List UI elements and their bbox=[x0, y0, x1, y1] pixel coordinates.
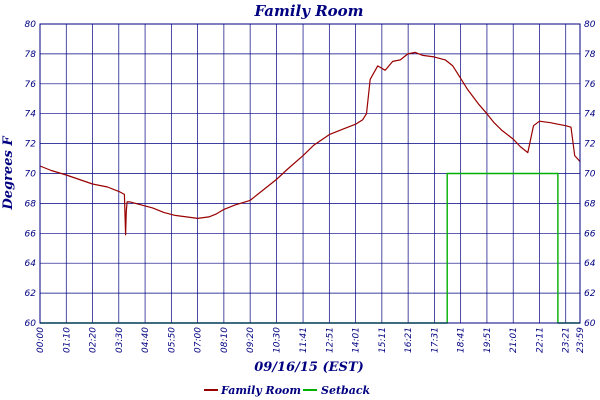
y-tick-label-right: 64 bbox=[584, 259, 596, 269]
legend-family-room-label: Family Room bbox=[220, 384, 301, 397]
y-tick-label-right: 68 bbox=[584, 199, 596, 209]
x-tick-label: 23:59 bbox=[576, 327, 586, 353]
y-tick-label-right: 78 bbox=[584, 50, 596, 60]
y-tick-label-right: 76 bbox=[584, 80, 596, 90]
series-group bbox=[39, 51, 581, 324]
legend: Family Room Setback bbox=[204, 384, 371, 397]
y-tick-label-right: 66 bbox=[584, 229, 596, 239]
x-tick-label: 19:51 bbox=[483, 327, 493, 353]
y-tick-label-right: 80 bbox=[584, 20, 596, 30]
x-tick-label: 22:11 bbox=[535, 327, 545, 353]
y-tick-label: 68 bbox=[25, 199, 37, 209]
setback-series-line bbox=[40, 172, 580, 324]
y-tick-label: 80 bbox=[25, 20, 37, 30]
y-tick-label: 64 bbox=[25, 259, 37, 269]
y-tick-label: 74 bbox=[25, 110, 37, 120]
x-axis-label: 09/16/15 (EST) bbox=[254, 360, 364, 375]
x-tick-label: 05:50 bbox=[167, 327, 177, 353]
y-axis-label: Degrees F bbox=[1, 136, 16, 211]
y-tick-label: 72 bbox=[25, 140, 37, 150]
family-room-series-line bbox=[39, 51, 581, 236]
x-tick-label: 03:30 bbox=[115, 327, 125, 353]
y-tick-label-right: 70 bbox=[584, 170, 596, 180]
y-tick-label-right: 60 bbox=[584, 319, 596, 329]
x-tick-label: 12:51 bbox=[325, 327, 335, 353]
x-tick-label: 00:00 bbox=[36, 327, 46, 353]
x-tick-label: 14:01 bbox=[352, 327, 362, 353]
x-tick-label: 10:30 bbox=[272, 327, 282, 353]
y-ticks-left: 60 62 64 66 68 70 72 74 76 78 80 bbox=[25, 20, 37, 329]
y-tick-label: 66 bbox=[25, 229, 37, 239]
x-tick-label: 04:40 bbox=[141, 327, 151, 353]
x-tick-label: 09:20 bbox=[246, 327, 256, 353]
y-tick-label: 60 bbox=[25, 319, 37, 329]
plot-frame bbox=[39, 23, 581, 324]
y-tick-label: 78 bbox=[25, 50, 37, 60]
y-tick-label-right: 72 bbox=[584, 140, 596, 150]
x-tick-label: 18:41 bbox=[457, 327, 467, 353]
x-tick-label: 16:21 bbox=[404, 327, 414, 353]
y-tick-label: 76 bbox=[25, 80, 37, 90]
y-tick-label-right: 62 bbox=[584, 289, 596, 299]
x-tick-label: 17:31 bbox=[430, 327, 440, 353]
x-tick-label: 11:41 bbox=[299, 327, 309, 353]
x-tick-label: 23:21 bbox=[562, 327, 572, 353]
y-tick-label-right: 74 bbox=[584, 110, 596, 120]
x-tick-label: 15:11 bbox=[378, 327, 388, 353]
x-tick-label: 08:10 bbox=[220, 327, 230, 353]
chart-title: Family Room bbox=[253, 2, 363, 20]
x-tick-label: 07:00 bbox=[194, 327, 204, 353]
x-tick-label: 02:20 bbox=[89, 327, 99, 353]
x-tick-label: 21:01 bbox=[509, 327, 519, 353]
y-ticks-right: 60 62 64 66 68 70 72 74 76 78 80 bbox=[584, 20, 596, 329]
y-tick-label: 62 bbox=[25, 289, 37, 299]
x-tick-label: 01:10 bbox=[62, 327, 72, 353]
y-tick-label: 70 bbox=[25, 170, 37, 180]
x-ticks: 00:00 01:10 02:20 03:30 04:40 05:50 07:00 08:10… bbox=[36, 327, 586, 353]
legend-setback-label: Setback bbox=[321, 384, 371, 397]
